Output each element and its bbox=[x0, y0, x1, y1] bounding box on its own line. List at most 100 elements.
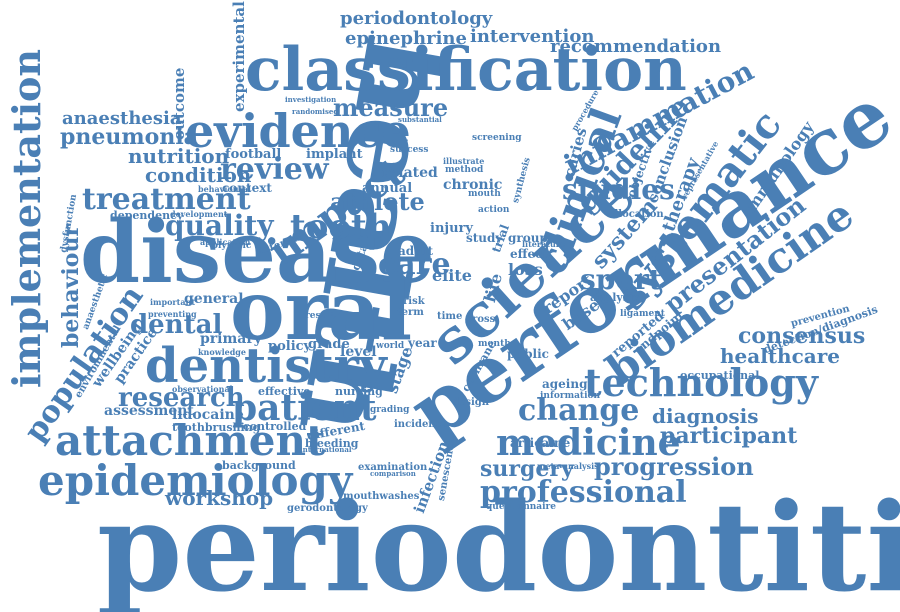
word-related: related bbox=[382, 165, 438, 181]
word-sport: sport bbox=[580, 263, 662, 296]
word-action: action bbox=[478, 205, 510, 215]
word-toothbrushing: toothbrushing bbox=[172, 421, 261, 434]
word-success: success bbox=[390, 145, 429, 155]
word-design: design bbox=[452, 397, 490, 408]
word-participant: participant bbox=[660, 423, 798, 449]
word-measure: measure bbox=[333, 93, 449, 122]
word-epidemiology: epidemiology bbox=[38, 456, 353, 505]
word-tooth: tooth bbox=[290, 207, 392, 247]
word-context: context bbox=[222, 181, 272, 195]
word-randomised: randomised bbox=[292, 107, 339, 116]
word-care: care bbox=[378, 247, 451, 282]
word-experimental: experimental bbox=[230, 1, 248, 112]
word-dependency: dependency bbox=[110, 209, 184, 222]
word-anaesthesia: anaesthesia bbox=[62, 108, 182, 129]
word-result: result bbox=[305, 311, 335, 321]
word-olympic: olympic bbox=[212, 241, 252, 251]
word-workshop: workshop bbox=[165, 486, 274, 510]
word-primary: primary bbox=[200, 331, 262, 347]
word-studies: studies bbox=[562, 173, 675, 206]
word-general: general bbox=[184, 291, 244, 307]
word-lidocaine: lidocaine bbox=[172, 407, 244, 423]
word-annual: annual bbox=[362, 181, 413, 196]
word-risk: risk bbox=[403, 296, 425, 307]
word-recommendation: recommendation bbox=[550, 36, 722, 57]
word-injury: injury bbox=[430, 221, 473, 236]
word-diagnosis: diagnosis bbox=[652, 404, 759, 428]
word-articaine: articaine bbox=[510, 436, 571, 450]
word-evidence: evidence bbox=[185, 104, 411, 158]
word-month: month bbox=[478, 339, 511, 349]
word-condition: condition bbox=[145, 163, 252, 187]
word-mouthwashes: mouthwashes bbox=[343, 491, 420, 502]
word-periodontology: periodontology bbox=[340, 8, 493, 29]
word-questionnaire: questionnaire bbox=[486, 502, 557, 512]
word-implant: implant bbox=[306, 147, 363, 162]
word-dental: dental bbox=[130, 310, 223, 340]
word-screening: screening bbox=[472, 133, 522, 143]
word-assessment: assessment bbox=[104, 403, 194, 419]
word-literature: literature bbox=[522, 239, 566, 249]
word-analysis: analysis bbox=[590, 291, 640, 304]
word-nutrition: nutrition bbox=[128, 144, 230, 168]
word-effective: effective bbox=[258, 385, 311, 398]
word-allocation: allocation bbox=[608, 209, 664, 220]
word-athlete: athlete bbox=[330, 187, 425, 216]
word-oral: oral bbox=[230, 263, 413, 359]
word-elite: elite bbox=[432, 266, 472, 285]
word-epinephrine: epinephrine bbox=[345, 28, 467, 49]
word-effect: effect bbox=[510, 247, 548, 261]
word-examination: examination bbox=[358, 462, 428, 473]
word-professional: professional bbox=[480, 475, 687, 510]
word-football: football bbox=[225, 147, 282, 162]
word-grading: grading bbox=[370, 405, 410, 415]
word-healthcare: healthcare bbox=[720, 344, 840, 368]
word-controlled: controlled bbox=[243, 420, 307, 433]
word-investigation: investigation bbox=[285, 95, 337, 104]
word-mouth: mouth bbox=[468, 189, 501, 199]
word-gerodontology: gerodontology bbox=[287, 503, 368, 514]
word-periodontitis: periodontitis bbox=[97, 475, 900, 612]
word-consensus: consensus bbox=[738, 323, 866, 349]
word-illustrate: illustrate bbox=[443, 156, 485, 166]
word-bleeding: bleeding bbox=[305, 437, 359, 450]
word-observational: observational bbox=[172, 384, 233, 394]
word-dentistry: dentistry bbox=[145, 338, 387, 394]
word-level: level bbox=[340, 344, 377, 360]
word-group: group bbox=[508, 231, 548, 245]
word-treatment: treatment bbox=[82, 182, 251, 217]
word-method: method bbox=[445, 165, 484, 175]
word-preventing: preventing bbox=[148, 309, 197, 319]
word-world: world bbox=[376, 341, 405, 351]
word-incidence: incidence bbox=[394, 419, 449, 430]
word-knowledge: knowledge bbox=[198, 347, 246, 357]
word-synthesis: synthesis bbox=[511, 156, 533, 205]
word-application: application bbox=[200, 237, 251, 247]
word-chronic: chronic bbox=[443, 177, 503, 193]
word-adult: adult bbox=[398, 244, 433, 258]
word-classification: classification bbox=[245, 35, 687, 105]
word-ligament: ligament bbox=[620, 309, 665, 319]
word-loss: loss bbox=[508, 260, 543, 279]
word-pneumonia: pneumonia bbox=[60, 124, 198, 150]
word-surgery: surgery bbox=[480, 456, 574, 482]
word-time: time bbox=[437, 311, 463, 322]
word-cross: cross bbox=[466, 314, 496, 325]
word-ageing: ageing bbox=[542, 377, 588, 391]
word-important: important bbox=[150, 297, 196, 307]
word-nursing: nursing bbox=[335, 385, 383, 398]
word-comparison: comparison bbox=[370, 469, 416, 478]
word-intervention: intervention bbox=[470, 26, 595, 47]
word-medicine: medicine bbox=[496, 422, 681, 464]
word-technology: technology bbox=[584, 360, 818, 405]
word-change: change bbox=[518, 393, 640, 428]
word-behavioural: behavioural bbox=[198, 184, 251, 194]
word-progression: progression bbox=[594, 452, 754, 481]
word-information: information bbox=[540, 391, 601, 401]
word-international: international bbox=[300, 445, 352, 454]
word-policy: policy bbox=[268, 339, 312, 354]
word-year: year bbox=[408, 336, 437, 350]
word-substantial: substantial bbox=[398, 115, 442, 124]
word-study: study bbox=[466, 231, 503, 245]
